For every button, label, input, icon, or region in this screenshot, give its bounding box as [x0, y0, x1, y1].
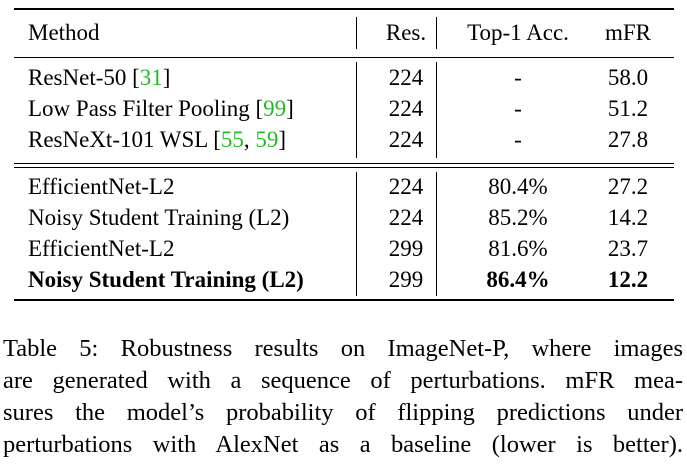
- method-cell: Low Pass Filter Pooling [99]: [28, 96, 294, 121]
- res-cell: 224: [388, 174, 424, 199]
- table-row: Low Pass Filter Pooling [99] 224 - 51.2: [14, 94, 674, 124]
- table-header: Method Res. Top-1 Acc. mFR: [14, 18, 674, 48]
- mfr-cell: 27.8: [607, 127, 649, 152]
- bottom-rule: [14, 299, 674, 301]
- header-acc: Top-1 Acc.: [467, 20, 569, 45]
- table-row: ResNet-50 [31] 224 - 58.0: [14, 63, 674, 93]
- citation-link[interactable]: 99: [263, 96, 287, 121]
- res-cell: 224: [388, 65, 424, 90]
- header-mfr: mFR: [604, 20, 652, 45]
- acc-cell: 85.2%: [488, 205, 548, 230]
- method-cell: EfficientNet-L2: [28, 236, 175, 261]
- column-separator: [436, 172, 437, 296]
- acc-cell: -: [514, 65, 522, 90]
- method-cell: EfficientNet-L2: [28, 174, 175, 199]
- citation-link[interactable]: 55: [220, 127, 244, 152]
- res-cell: 224: [388, 127, 424, 152]
- column-separator: [356, 62, 357, 158]
- mfr-cell: 51.2: [607, 96, 649, 121]
- group-rule-upper: [14, 163, 674, 164]
- acc-cell: 81.6%: [488, 236, 548, 261]
- acc-cell: 80.4%: [488, 174, 548, 199]
- header-method: Method: [28, 20, 100, 45]
- caption-line: are generated with a sequence of perturb…: [3, 367, 683, 394]
- table-row: EfficientNet-L2 224 80.4% 27.2: [14, 172, 674, 202]
- method-cell: Noisy Student Training (L2): [28, 205, 290, 230]
- acc-cell: -: [514, 96, 522, 121]
- caption-line: perturbations with AlexNet as a baseline…: [3, 431, 683, 458]
- mfr-cell: 58.0: [607, 65, 649, 90]
- res-cell: 299: [388, 267, 424, 292]
- table-row: Noisy Student Training (L2) 224 85.2% 14…: [14, 203, 674, 233]
- mfr-cell: 23.7: [607, 236, 649, 261]
- method-cell: ResNet-50 [31]: [28, 65, 171, 90]
- method-cell: ResNeXt-101 WSL [55, 59]: [28, 127, 287, 152]
- res-cell: 299: [388, 236, 424, 261]
- mfr-cell: 27.2: [607, 174, 649, 199]
- res-cell: 224: [388, 205, 424, 230]
- table-row: EfficientNet-L2 299 81.6% 23.7: [14, 234, 674, 264]
- column-separator: [356, 172, 357, 296]
- res-cell: 224: [388, 96, 424, 121]
- mfr-cell: 14.2: [607, 205, 649, 230]
- header-res: Res.: [385, 20, 427, 45]
- method-cell: Noisy Student Training (L2): [28, 267, 304, 292]
- column-separator: [436, 62, 437, 158]
- column-separator: [436, 17, 437, 49]
- top-rule: [14, 8, 674, 10]
- caption-line: sures the model’s probability of flippin…: [3, 399, 683, 426]
- citation-link[interactable]: 59: [255, 127, 279, 152]
- group-rule-lower: [14, 167, 674, 168]
- header-rule: [14, 57, 674, 58]
- table-row-best: Noisy Student Training (L2) 299 86.4% 12…: [14, 265, 674, 295]
- table-caption: Table 5: Robustness results on ImageNet-…: [3, 333, 683, 461]
- caption-line: Table 5: Robustness results on ImageNet-…: [3, 335, 683, 362]
- mfr-cell: 12.2: [607, 267, 649, 292]
- acc-cell: -: [514, 127, 522, 152]
- table-row: ResNeXt-101 WSL [55, 59] 224 - 27.8: [14, 125, 674, 155]
- citation-link[interactable]: 31: [139, 65, 163, 90]
- column-separator: [356, 17, 357, 49]
- acc-cell: 86.4%: [486, 267, 550, 292]
